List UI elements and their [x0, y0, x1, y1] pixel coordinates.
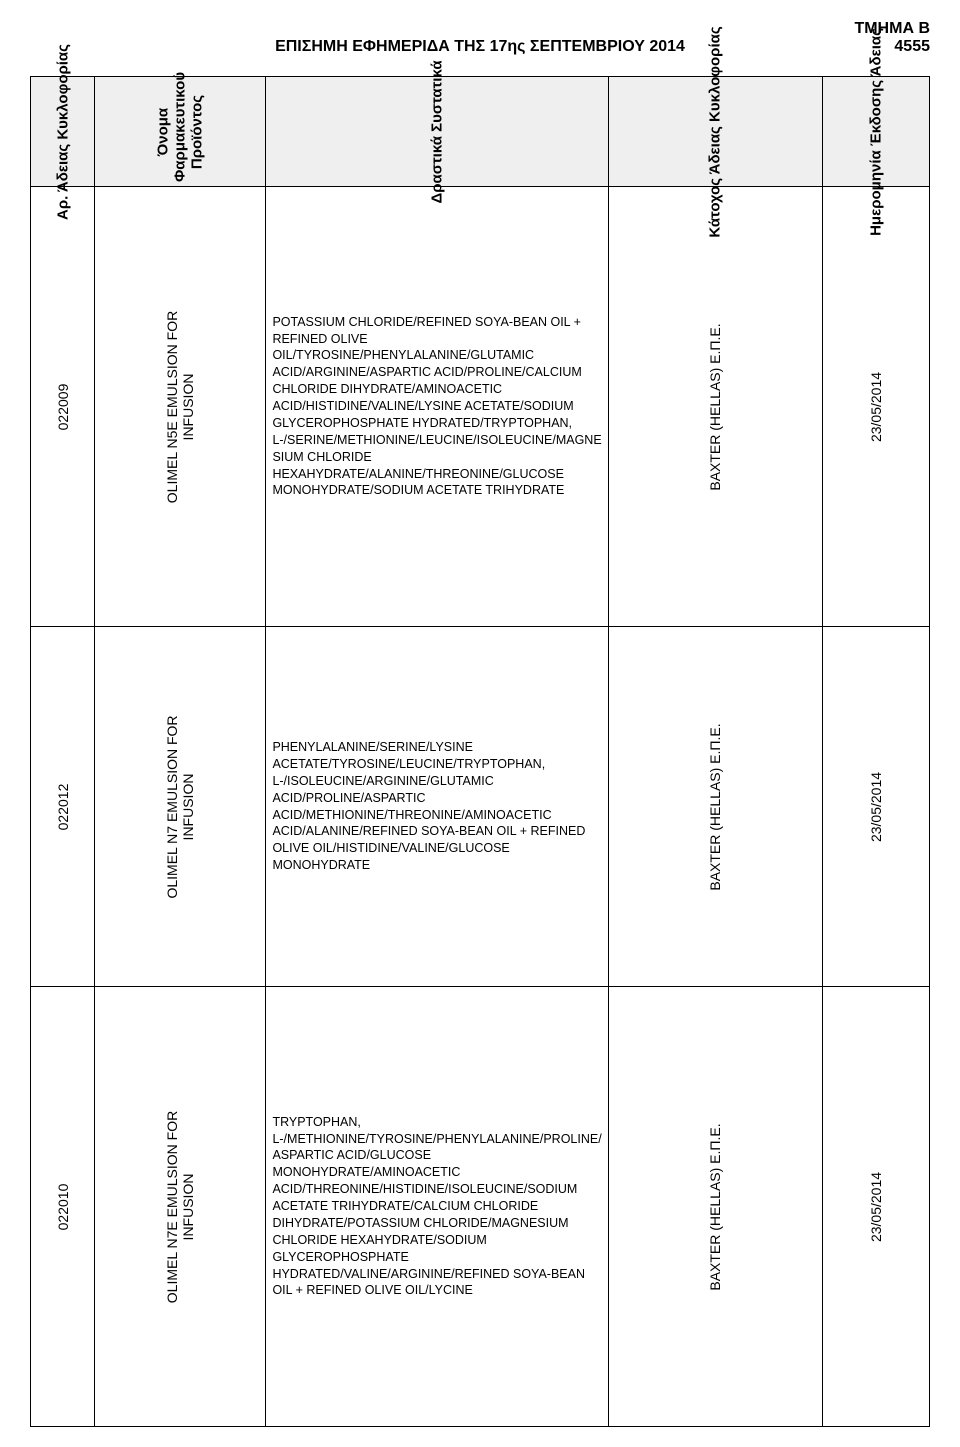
table-body: 022009 OLIMEL N5E EMULSION FOR INFUSION …	[31, 187, 930, 1427]
col-header-ingred: Δραστικά Συστατικά	[266, 77, 608, 187]
cell-holder: BAXTER (HELLAS) Ε.Π.Ε.	[608, 987, 822, 1427]
col-header-name-text: Όνομα Φαρμακευτικού Προϊόντος	[155, 82, 206, 182]
header-title: ΕΠΙΣΗΜΗ ΕΦΗΜΕΡΙΔΑ ΤΗΣ 17ης ΣΕΠΤΕΜΒΡΙΟΥ 2…	[120, 20, 840, 56]
table-row: 022012 OLIMEL N7 EMULSION FOR INFUSION P…	[31, 627, 930, 987]
date-value: 23/05/2014	[868, 1171, 884, 1241]
ar-value: 022010	[55, 1183, 71, 1230]
holder-value: BAXTER (HELLAS) Ε.Π.Ε.	[707, 1123, 723, 1290]
cell-ingred: POTASSIUM CHLORIDE/REFINED SOYA-BEAN OIL…	[266, 187, 608, 627]
name-value: OLIMEL N5E EMULSION FOR INFUSION	[164, 310, 196, 502]
holder-value: BAXTER (HELLAS) Ε.Π.Ε.	[707, 323, 723, 490]
ingred-value: POTASSIUM CHLORIDE/REFINED SOYA-BEAN OIL…	[272, 314, 601, 500]
col-header-ingred-text: Δραστικά Συστατικά	[429, 60, 446, 203]
header-section: ΤΜΗΜΑ Β	[840, 20, 930, 38]
page-header: ΕΠΙΣΗΜΗ ΕΦΗΜΕΡΙΔΑ ΤΗΣ 17ης ΣΕΠΤΕΜΒΡΙΟΥ 2…	[30, 20, 930, 56]
col-header-date: Ημερομηνία Έκδοσης Άδειας	[822, 77, 929, 187]
col-header-holder: Κάτοχος Άδειας Κυκλοφορίας	[608, 77, 822, 187]
date-value: 23/05/2014	[868, 771, 884, 841]
col-header-ar: Αρ. Άδειας Κυκλοφορίας	[31, 77, 95, 187]
cell-holder: BAXTER (HELLAS) Ε.Π.Ε.	[608, 627, 822, 987]
ar-value: 022009	[55, 383, 71, 430]
header-right: ΤΜΗΜΑ Β 4555	[840, 20, 930, 56]
cell-name: OLIMEL N5E EMULSION FOR INFUSION	[95, 187, 266, 627]
cell-name: OLIMEL N7E EMULSION FOR INFUSION	[95, 987, 266, 1427]
name-value: OLIMEL N7 EMULSION FOR INFUSION	[164, 715, 196, 898]
cell-holder: BAXTER (HELLAS) Ε.Π.Ε.	[608, 187, 822, 627]
ingred-value: PHENYLALANINE/SERINE/LYSINE ACETATE/TYRO…	[272, 739, 601, 874]
cell-date: 23/05/2014	[822, 627, 929, 987]
ingred-value: TRYPTOPHAN, L-/METHIONINE/TYROSINE/PHENY…	[272, 1114, 601, 1300]
col-header-name: Όνομα Φαρμακευτικού Προϊόντος	[95, 77, 266, 187]
table-header-row: Αρ. Άδειας Κυκλοφορίας Όνομα Φαρμακευτικ…	[31, 77, 930, 187]
header-page-number: 4555	[840, 38, 930, 56]
cell-date: 23/05/2014	[822, 187, 929, 627]
cell-ingred: TRYPTOPHAN, L-/METHIONINE/TYROSINE/PHENY…	[266, 987, 608, 1427]
table-row: 022010 OLIMEL N7E EMULSION FOR INFUSION …	[31, 987, 930, 1427]
holder-value: BAXTER (HELLAS) Ε.Π.Ε.	[707, 723, 723, 890]
table-row: 022009 OLIMEL N5E EMULSION FOR INFUSION …	[31, 187, 930, 627]
cell-ar: 022012	[31, 627, 95, 987]
products-table: Αρ. Άδειας Κυκλοφορίας Όνομα Φαρμακευτικ…	[30, 76, 930, 1427]
cell-date: 23/05/2014	[822, 987, 929, 1427]
ar-value: 022012	[55, 783, 71, 830]
cell-ingred: PHENYLALANINE/SERINE/LYSINE ACETATE/TYRO…	[266, 627, 608, 987]
cell-ar: 022010	[31, 987, 95, 1427]
date-value: 23/05/2014	[868, 371, 884, 441]
cell-ar: 022009	[31, 187, 95, 627]
cell-name: OLIMEL N7 EMULSION FOR INFUSION	[95, 627, 266, 987]
name-value: OLIMEL N7E EMULSION FOR INFUSION	[164, 1110, 196, 1302]
